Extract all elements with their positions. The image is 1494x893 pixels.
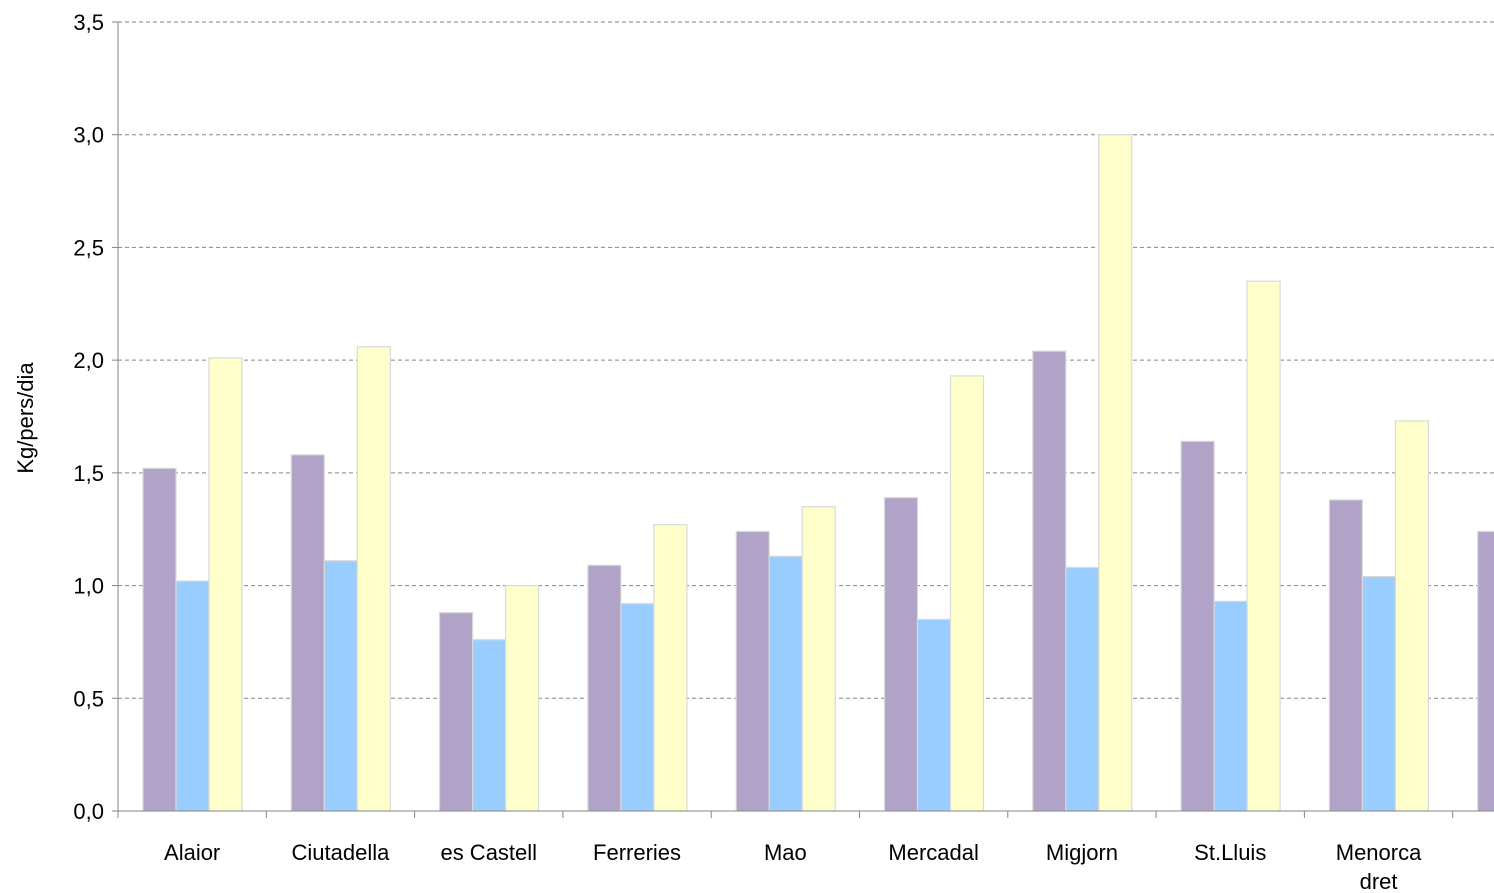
bar-series-1 (735, 530, 770, 812)
bar-series-2 (472, 639, 507, 812)
x-tick-label: Ciutadella (292, 840, 391, 865)
bar-series-1 (883, 497, 919, 812)
bar-series-3 (801, 506, 836, 812)
bar-series-1 (1328, 499, 1364, 812)
y-tick-label: 3,0 (73, 123, 104, 148)
bar-series-1 (290, 454, 325, 812)
bar-series-3 (949, 375, 985, 812)
y-axis-label: Kg/pers/dia (13, 362, 38, 474)
bar-series-3 (1098, 134, 1133, 812)
bar-series-1 (1180, 440, 1215, 812)
bar-series-3 (1394, 420, 1430, 812)
bar-series-2 (620, 603, 655, 812)
y-tick-label: 1,5 (73, 461, 104, 486)
y-tick-label: 2,0 (73, 348, 104, 373)
y-tick-label: 3,5 (73, 10, 104, 35)
bar-series-2 (1361, 575, 1397, 812)
x-tick-label: Mercadal (888, 840, 978, 865)
bar-series-2 (916, 618, 952, 812)
x-tick-label: Menorca (1336, 840, 1422, 865)
bar-series-3 (356, 346, 391, 812)
x-tick-label: Mao (764, 840, 807, 865)
x-tick-labels: Alaior Ciutadella es Castell Ferreries Mao Me… (164, 840, 1422, 893)
bar-series-3 (1246, 280, 1281, 812)
bars (142, 134, 1494, 812)
x-tick-label: St.Lluis (1194, 840, 1266, 865)
bar-series-2 (1213, 600, 1248, 812)
y-tick-label: 0,0 (73, 799, 104, 824)
x-tick-label: Ferreries (593, 840, 681, 865)
axes (112, 21, 1494, 818)
bar-series-1 (1032, 350, 1067, 812)
y-tick-label: 1,0 (73, 574, 104, 599)
bar-series-2 (323, 560, 358, 812)
bar-series-1 (587, 564, 622, 812)
bar-series-3 (505, 584, 540, 812)
bar-series-2 (175, 580, 210, 812)
y-tick-label: 0,5 (73, 686, 104, 711)
bar-series-1 (439, 612, 474, 812)
bar-series-2 (768, 555, 803, 812)
x-tick-label: dret (1360, 869, 1398, 893)
bar-series-1 (1477, 530, 1494, 812)
x-tick-label: Alaior (164, 840, 220, 865)
y-tick-label: 2,5 (73, 235, 104, 260)
bar-series-3 (653, 524, 688, 812)
x-tick-label: es Castell (440, 840, 537, 865)
bar-series-2 (1065, 566, 1100, 812)
y-tick-labels: 0,0 0,5 1,0 1,5 2,0 2,5 3,0 3,5 (73, 10, 104, 824)
bar-series-3 (208, 357, 243, 812)
x-tick-label: Migjorn (1046, 840, 1118, 865)
bar-series-1 (142, 467, 177, 812)
